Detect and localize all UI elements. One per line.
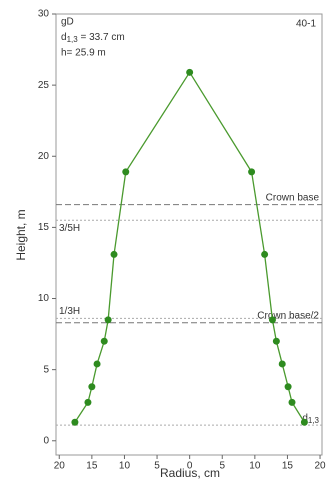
reference-label: 3/5H (59, 223, 80, 234)
annotation-base: d (61, 32, 67, 43)
y-tick-label: 20 (38, 151, 50, 162)
data-point (284, 383, 292, 391)
x-axis-title: Radius, cm (160, 466, 220, 480)
reference-label: 1/3H (59, 306, 80, 317)
reference-label-base: d (302, 413, 308, 424)
y-tick-label: 25 (38, 80, 50, 91)
annotation-sub: 1,3 (67, 35, 79, 44)
y-tick-label: 5 (43, 364, 49, 375)
y-tick-label: 30 (38, 9, 50, 20)
y-tick-label: 10 (38, 293, 50, 304)
annotation: d1,3 = 33.7 cm (61, 32, 125, 44)
x-tick-label: 15 (86, 461, 98, 472)
annotation-rest: = 33.7 cm (78, 32, 125, 43)
reference-label: d1,3 (302, 413, 319, 425)
data-point (104, 316, 112, 324)
reference-label-sub: 1,3 (308, 416, 320, 425)
annotation: 40-1 (296, 19, 316, 30)
data-point (93, 360, 101, 368)
data-point (186, 68, 194, 76)
data-point (84, 398, 92, 406)
annotation: h= 25.9 m (61, 48, 106, 59)
x-tick-label: 5 (154, 461, 160, 472)
x-tick-label: 20 (314, 461, 326, 472)
data-point (261, 250, 269, 258)
data-point (248, 168, 256, 176)
data-point (272, 337, 280, 345)
plot-frame (55, 13, 323, 456)
data-point (88, 383, 96, 391)
data-point (288, 398, 296, 406)
data-point (110, 250, 118, 258)
x-tick-label: 20 (54, 461, 66, 472)
x-tick-label: 10 (119, 461, 131, 472)
data-point (278, 360, 286, 368)
data-point (122, 168, 130, 176)
x-tick-label: 15 (282, 461, 294, 472)
reference-label: Crown base (266, 192, 320, 203)
data-point (300, 418, 308, 426)
x-tick-label: 10 (249, 461, 261, 472)
x-tick-label: 5 (219, 461, 225, 472)
data-point (100, 337, 108, 345)
annotation: gD (61, 17, 74, 28)
x-tick-label: 0 (187, 461, 193, 472)
y-axis-title: Height, m (14, 209, 28, 260)
data-point (71, 418, 79, 426)
reference-label: Crown base/2 (257, 310, 319, 321)
data-point (268, 316, 276, 324)
y-tick-label: 0 (43, 435, 49, 446)
y-tick-label: 15 (38, 222, 50, 233)
